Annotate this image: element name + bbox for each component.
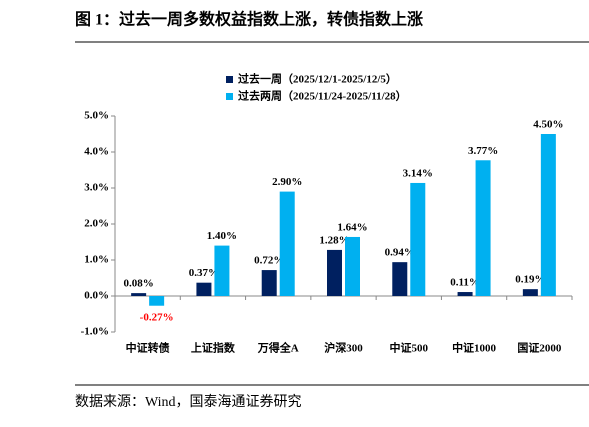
bar: [522, 289, 538, 296]
value-label: 3.77%: [468, 145, 498, 157]
bar: [149, 296, 165, 306]
y-tick-label: 1.0%: [84, 254, 109, 266]
value-label: 0.72%: [254, 255, 284, 267]
source: 数据来源：Wind，国泰海通证券研究: [75, 394, 302, 410]
value-label: -0.27%: [140, 311, 174, 323]
x-tick-label: 中证转债: [126, 341, 170, 355]
value-label: 0.94%: [385, 247, 415, 259]
bar: [261, 270, 277, 296]
bar: [214, 245, 230, 296]
value-label: 0.19%: [515, 274, 545, 286]
value-label: 0.08%: [124, 278, 154, 290]
bar: [345, 236, 360, 296]
doc-title: 图 1：过去一周多数权益指数上涨，转债指数上涨: [75, 10, 423, 29]
x-tick-label: 中证500: [390, 341, 429, 355]
value-label: 0.11%: [450, 277, 480, 289]
bar: [475, 160, 491, 296]
x-tick-label: 国证2000: [517, 342, 561, 355]
y-tick-label: 4.0%: [84, 146, 109, 158]
y-tick-label: -1.0%: [81, 326, 109, 338]
value-label: 4.50%: [533, 119, 563, 131]
value-label: 1.64%: [337, 221, 367, 233]
legend-swatch: [226, 76, 233, 83]
legend-swatch: [226, 93, 233, 100]
bar: [196, 282, 212, 296]
bar: [392, 262, 408, 296]
bar: [410, 182, 426, 296]
bar: [327, 249, 342, 296]
y-tick-label: 0.0%: [84, 290, 109, 302]
y-tick-label: 3.0%: [84, 182, 109, 194]
bar: [457, 292, 473, 296]
y-tick-label: 5.0%: [84, 110, 109, 122]
bar: [131, 293, 147, 296]
value-label: 2.90%: [272, 176, 302, 188]
value-label: 1.28%: [319, 234, 349, 246]
value-label: 3.14%: [403, 167, 433, 179]
x-tick-label: 万得全A: [257, 341, 299, 355]
y-tick-label: 2.0%: [84, 218, 109, 230]
value-label: 0.37%: [189, 267, 219, 279]
legend-label: 过去两周（2025/11/24-2025/11/28）: [238, 89, 407, 103]
x-tick-label: 中证1000: [452, 341, 496, 355]
x-tick-label: 沪深300: [324, 341, 363, 355]
x-tick-label: 上证指数: [191, 341, 236, 355]
bar: [540, 134, 556, 296]
legend-label: 过去一周（2025/12/1-2025/12/5）: [238, 72, 397, 86]
value-label: 1.40%: [207, 230, 237, 242]
bar: [279, 191, 295, 296]
